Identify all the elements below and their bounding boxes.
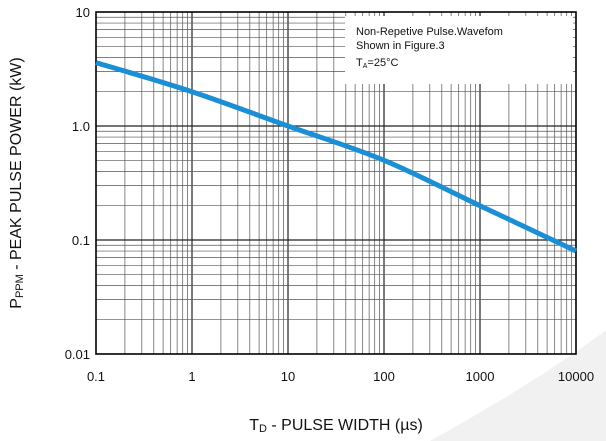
annotation-temp-symbol: T (356, 57, 363, 69)
x-axis-title: TD - PULSE WIDTH (µs) (249, 417, 423, 435)
y-tick-label: 0.1 (72, 233, 90, 248)
annotation-line-3: TA=25°C (356, 57, 398, 70)
tick-labels: 0.1 1 10 100 1000 10000 0.01 0.1 1.0 10 (65, 5, 594, 384)
x-tick-label: 0.1 (87, 369, 105, 384)
x-tick-label: 1 (188, 369, 195, 384)
x-axis-title-subscript: D (259, 423, 267, 435)
y-axis-title-symbol: P (8, 298, 25, 309)
y-axis-title-text: - PEAK PULSE POWER (kW) (8, 57, 25, 274)
x-tick-label: 1000 (466, 369, 495, 384)
grid (96, 12, 576, 354)
background-swoosh (430, 330, 606, 441)
series-line (95, 60, 578, 254)
y-tick-label: 10 (76, 5, 90, 20)
y-axis-title-subscript: PPM (14, 274, 26, 298)
x-axis-title-symbol: T (249, 417, 259, 434)
annotation-temp-value: =25°C (367, 57, 398, 69)
x-axis-title-text: - PULSE WIDTH (µs) (267, 417, 423, 434)
plot-frame (95, 11, 577, 355)
annotation-box: Non-Repetive Pulse.Wavefom Shown in Figu… (345, 16, 573, 84)
x-tick-label: 10000 (558, 369, 594, 384)
annotation-line-1: Non-Repetive Pulse.Wavefom (356, 26, 503, 38)
x-tick-label: 10 (281, 369, 295, 384)
annotation-line-2: Shown in Figure.3 (356, 40, 445, 52)
series-layer (95, 60, 578, 254)
x-tick-label: 100 (373, 369, 395, 384)
annotation-temp-subscript: A (363, 63, 368, 70)
y-tick-label: 1.0 (72, 119, 90, 134)
annotation-background (345, 16, 573, 84)
y-tick-label: 0.01 (65, 347, 90, 362)
y-axis-title: PPPM - PEAK PULSE POWER (kW) (8, 57, 26, 308)
